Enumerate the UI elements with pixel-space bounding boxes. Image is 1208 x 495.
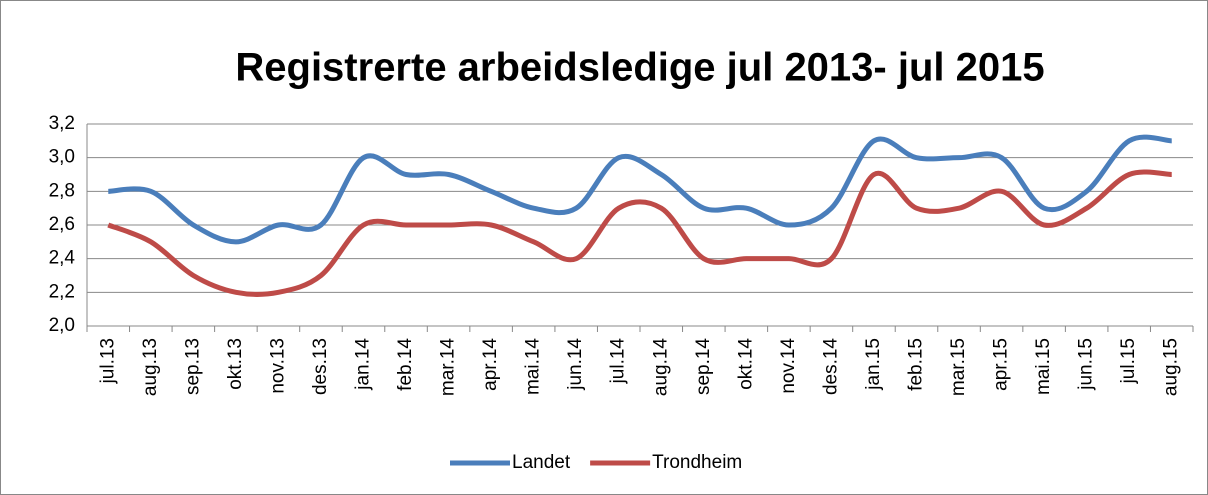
x-tick-label: jun.14	[565, 338, 586, 391]
chart-title: Registrerte arbeidsledige jul 2013- jul …	[235, 46, 1044, 90]
x-tick-label: des.14	[820, 338, 841, 395]
x-tick-label: mar.14	[438, 338, 459, 397]
y-tick-label: 2,8	[49, 180, 75, 201]
x-tick-label: jul.15	[1118, 338, 1139, 384]
x-tick-label: aug.14	[650, 338, 671, 397]
x-tick-label: aug.13	[140, 338, 161, 396]
x-tick-label: sep.14	[693, 338, 714, 395]
x-tick-label: jul.13	[97, 338, 118, 384]
y-tick-label: 2,6	[49, 214, 75, 235]
y-tick-label: 2,2	[49, 281, 75, 302]
x-tick-label: apr.14	[480, 338, 501, 391]
legend-label: Landet	[512, 452, 571, 473]
x-tick-label: jun.15	[1076, 338, 1097, 391]
x-tick-label: feb.15	[906, 338, 927, 391]
legend-label: Trondheim	[652, 452, 742, 473]
y-tick-label: 3,0	[49, 147, 75, 168]
x-tick-label: sep.13	[182, 338, 203, 395]
y-tick-label: 3,2	[49, 113, 75, 134]
x-tick-label: nov.14	[778, 338, 799, 394]
x-tick-label: jan.15	[863, 338, 884, 391]
y-tick-label: 2,0	[49, 315, 75, 336]
x-tick-label: mai.14	[523, 338, 544, 395]
x-tick-label: aug.15	[1161, 338, 1182, 396]
x-tick-label: nov.13	[267, 338, 288, 394]
x-tick-label: mar.15	[948, 338, 969, 396]
x-tick-label: des.13	[310, 338, 331, 395]
line	[107, 169, 1172, 297]
x-tick-label: mai.15	[1033, 338, 1054, 395]
x-tick-label: feb.14	[395, 338, 416, 391]
x-tick-label: jul.14	[608, 338, 629, 385]
x-tick-label: apr.15	[991, 338, 1012, 391]
x-tick-label: okt.13	[225, 338, 246, 390]
x-tick-label: jan.14	[353, 338, 374, 391]
y-tick-label: 2,4	[49, 248, 76, 269]
line	[108, 134, 1172, 245]
x-tick-label: okt.14	[735, 338, 756, 390]
